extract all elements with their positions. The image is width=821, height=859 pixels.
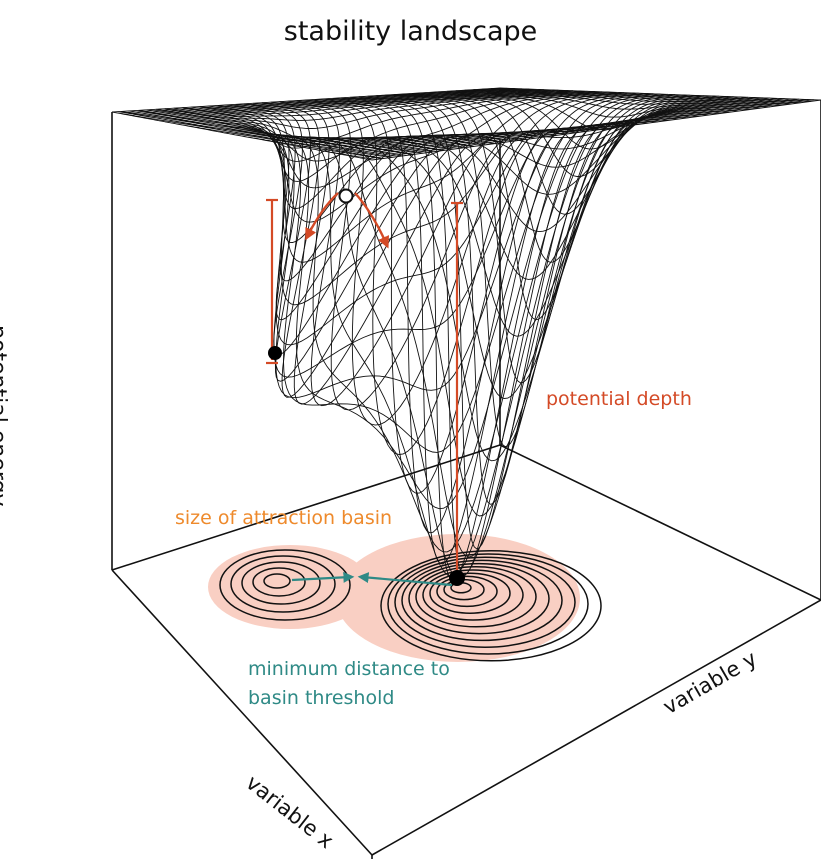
basin-left-shade [208, 545, 372, 629]
mesh-line-v [111, 111, 373, 161]
potential-surface-mesh [111, 87, 821, 581]
arrow-to-left-basin [305, 192, 339, 241]
mesh-line-u [324, 97, 763, 152]
mesh-line-v [217, 105, 495, 282]
box-back-left-floor [111, 444, 501, 571]
mesh-line-v [200, 106, 475, 210]
attraction-basin-shading [208, 534, 580, 662]
contour-left [252, 567, 306, 597]
mesh-line-v [120, 111, 383, 160]
contour-right [394, 556, 576, 648]
box-front-left-floor [111, 569, 373, 856]
contour-right [387, 553, 589, 655]
saddle-point [338, 188, 354, 204]
distance-arrow-left [291, 571, 355, 583]
mesh-line-v [279, 101, 566, 411]
mesh-line-v [420, 92, 730, 150]
potential-depth-markers [266, 198, 463, 583]
mesh-line-v [314, 99, 607, 534]
mesh-line-v [464, 89, 781, 106]
mesh-line-v [447, 90, 760, 110]
contour-right [422, 569, 524, 621]
contour-left [230, 555, 336, 613]
diagram-title: stability landscape [283, 16, 538, 47]
distance-label-line1: minimum distance to [248, 658, 450, 680]
mesh-line-v [341, 97, 638, 576]
contour-right [380, 550, 602, 662]
contour-right [436, 575, 498, 608]
mesh-line-v [297, 100, 587, 455]
z-axis-label: potential energy [0, 325, 10, 507]
mesh-line-v [261, 102, 546, 405]
mesh-line-v [323, 98, 617, 565]
mesh-line-v [376, 95, 679, 384]
contour-right [408, 562, 550, 635]
potential-depth-label: potential depth [546, 388, 692, 410]
saddle-arrows [305, 192, 389, 249]
floor-contours [219, 549, 602, 662]
mesh-line-v [358, 96, 658, 505]
mesh-line-v [455, 90, 771, 108]
box-front-right-floor [371, 599, 821, 856]
contour-left [219, 549, 351, 621]
mesh-line-u [295, 96, 727, 280]
basin-right-shade [336, 534, 580, 662]
mesh-line-v [226, 104, 505, 321]
mesh-line-v [482, 88, 801, 104]
mesh-line-v [129, 110, 393, 158]
mesh-line-v [270, 101, 556, 407]
plot-box [111, 100, 821, 859]
contour-left [241, 561, 321, 605]
mesh-line-v [288, 100, 577, 426]
mesh-line-v [235, 103, 515, 356]
mesh-line-v [402, 93, 709, 215]
distance-label-line2: basin threshold [248, 687, 395, 709]
contour-left [263, 573, 291, 589]
mesh-line-v [438, 91, 750, 118]
mesh-line-v [491, 88, 811, 102]
contour-right [401, 559, 563, 642]
mesh-line-v [473, 89, 791, 105]
mesh-line-v [253, 102, 536, 398]
mesh-line-v [367, 95, 668, 448]
mesh-line-v [411, 93, 720, 177]
distance-arrows [291, 571, 453, 587]
contour-right [429, 572, 511, 614]
mesh-line-v [182, 107, 454, 162]
left-minimum-ball [268, 346, 282, 360]
distance-arrow-right [357, 572, 453, 587]
arrow-to-right-basin [354, 192, 389, 249]
mesh-line-v [305, 99, 597, 494]
mesh-line-v [499, 87, 821, 101]
box-back-right-floor [499, 444, 821, 601]
mesh-line-v [332, 97, 628, 581]
attraction-basin-label: size of attraction basin [175, 507, 393, 529]
mesh-line-v [147, 109, 413, 155]
mesh-line-v [429, 91, 740, 131]
contour-right [415, 566, 537, 628]
right-minimum-ball [449, 570, 465, 586]
